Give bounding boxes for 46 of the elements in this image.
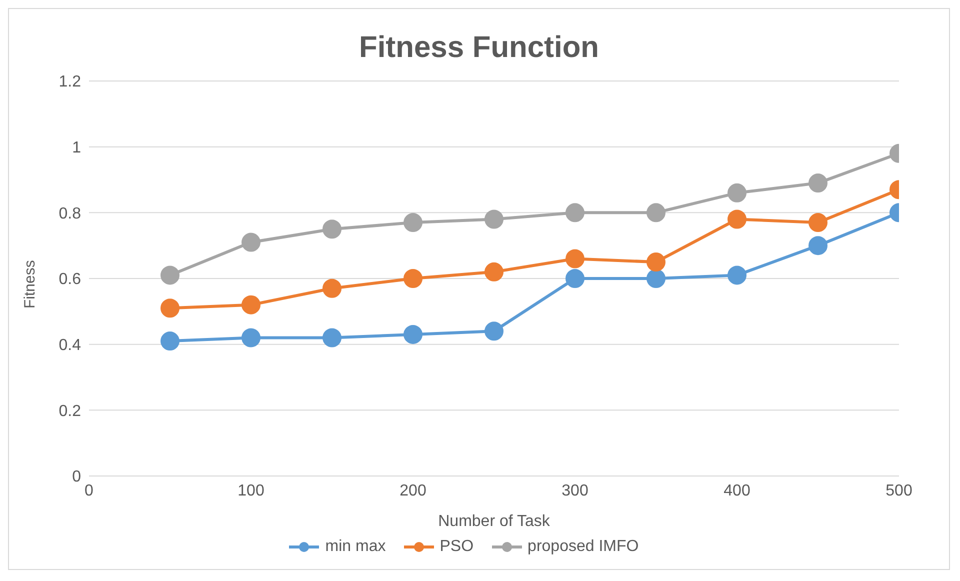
point: [160, 266, 180, 285]
y-tick-label: 0: [72, 468, 82, 486]
legend-label: min max: [324, 538, 386, 556]
y-tick-label: 0.6: [58, 271, 82, 288]
chart-title: Fitness Function: [358, 31, 600, 66]
point: [484, 262, 504, 282]
point: [566, 203, 584, 222]
point: [242, 328, 260, 348]
x-tick-label: 0: [84, 482, 94, 500]
point: [646, 269, 666, 288]
x-axis-title: Number of Task: [438, 513, 551, 530]
point: [160, 298, 180, 318]
legend-label: proposed IMFO: [526, 538, 639, 556]
point: [322, 278, 342, 298]
legend-label: PSO: [438, 538, 474, 556]
point: [808, 174, 828, 193]
y-tick-label: 0.2: [58, 402, 82, 420]
point: [404, 269, 422, 288]
point: [566, 269, 584, 288]
point: [728, 266, 746, 285]
x-tick-label: 400: [724, 482, 750, 500]
y-tick-label: 1: [72, 140, 82, 157]
point: [242, 232, 260, 252]
point: [808, 236, 828, 256]
y-tick-label: 0.8: [58, 205, 82, 222]
point: [484, 210, 504, 229]
x-tick-label: 500: [886, 482, 912, 500]
point: [322, 328, 342, 348]
point: [566, 249, 584, 268]
point: [728, 183, 746, 202]
point: [808, 213, 828, 232]
point: [160, 332, 180, 351]
point: [404, 213, 422, 232]
x-tick-label: 100: [238, 482, 264, 500]
y-tick-label: 1.2: [58, 74, 82, 91]
y-tick-label: 0.4: [58, 337, 82, 354]
y-axis-title: Fitness: [21, 260, 38, 308]
point: [728, 210, 746, 229]
point: [646, 203, 666, 222]
point: [242, 295, 260, 314]
point: [484, 322, 504, 341]
point: [646, 252, 666, 272]
point: [404, 324, 422, 344]
point: [322, 220, 342, 239]
x-tick-label: 200: [400, 482, 426, 500]
x-tick-label: 300: [562, 482, 588, 500]
